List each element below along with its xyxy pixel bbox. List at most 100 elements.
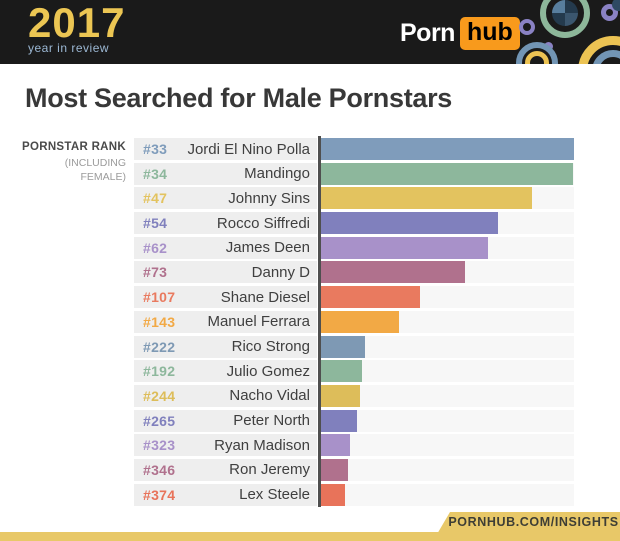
row-rank: #143 — [143, 313, 176, 330]
chart-row: #33 Jordi El Nino Polla — [0, 138, 620, 160]
row-bar-track — [321, 138, 574, 160]
row-label-band: #323 Ryan Madison — [134, 434, 317, 457]
row-name: Johnny Sins — [228, 189, 310, 207]
pornhub-logo-hub: hub — [459, 17, 520, 50]
chart-row: #244 Nacho Vidal — [0, 384, 620, 407]
axis-side-label: PORNSTAR RANK (INCLUDING FEMALE) — [0, 141, 126, 184]
row-bar — [321, 458, 348, 481]
ring-decoration — [525, 51, 549, 64]
row-rank: #374 — [143, 486, 176, 503]
row-rank: #33 — [143, 141, 168, 157]
row-label-band: #62 James Deen — [134, 236, 317, 259]
chart-row: #265 Peter North — [0, 409, 620, 432]
pornhub-logo: Porn hub — [400, 17, 520, 50]
year-in-review-logo: 2017 year in review — [28, 0, 126, 55]
dot-decoration — [612, 0, 620, 11]
row-rank: #62 — [143, 239, 168, 256]
row-label-band: #192 Julio Gomez — [134, 360, 317, 383]
row-bar — [321, 138, 574, 160]
pornhub-logo-porn: Porn — [400, 19, 455, 47]
row-bar — [321, 434, 350, 457]
row-bar-track — [321, 458, 574, 481]
row-label-band: #143 Manuel Ferrara — [134, 310, 317, 333]
row-bar-track — [321, 187, 574, 210]
chart-row: #47 Johnny Sins — [0, 187, 620, 210]
row-bar — [321, 286, 420, 309]
row-name: Mandingo — [244, 165, 310, 183]
row-rank: #323 — [143, 437, 176, 454]
row-bar-track — [321, 409, 574, 432]
row-bar — [321, 384, 360, 407]
logo-tagline-text: year in review — [28, 41, 110, 55]
row-bar — [321, 187, 532, 210]
row-label-band: #47 Johnny Sins — [134, 187, 317, 210]
ring-decoration — [601, 4, 618, 21]
row-label-band: #73 Danny D — [134, 261, 317, 284]
row-bar — [321, 212, 498, 235]
row-name: Rico Strong — [231, 338, 310, 355]
page-title: Most Searched for Male Pornstars — [25, 83, 453, 113]
row-bar-track — [321, 360, 574, 383]
chart-row: #323 Ryan Madison — [0, 434, 620, 457]
row-bar-track — [321, 335, 574, 358]
side-label-line1: PORNSTAR RANK — [22, 141, 126, 153]
row-rank: #346 — [143, 461, 176, 478]
side-label-line2: (INCLUDING FEMALE) — [64, 157, 126, 183]
row-bar-track — [321, 310, 574, 333]
chart-row: #62 James Deen — [0, 236, 620, 259]
row-label-band: #265 Peter North — [134, 409, 317, 432]
row-label-band: #107 Shane Diesel — [134, 286, 317, 309]
row-bar — [321, 236, 488, 259]
row-name: Lex Steele — [239, 486, 310, 504]
row-label-band: #244 Nacho Vidal — [134, 384, 317, 407]
row-name: Danny D — [251, 263, 310, 281]
row-name: Rocco Siffredi — [216, 214, 310, 232]
row-name: Ryan Madison — [214, 436, 310, 454]
chart-row: #107 Shane Diesel — [0, 286, 620, 309]
chart-row: #143 Manuel Ferrara — [0, 310, 620, 333]
ring-decoration — [519, 19, 535, 35]
row-bar-track — [321, 162, 574, 185]
row-rank: #34 — [143, 165, 168, 182]
row-bar — [321, 162, 573, 185]
chart-row: #346 Ron Jeremy — [0, 458, 620, 481]
row-bar-track — [321, 236, 574, 259]
row-rank: #265 — [143, 412, 176, 429]
chart-row: #222 Rico Strong — [0, 335, 620, 358]
row-name: Peter North — [233, 412, 310, 430]
row-bar-track — [321, 483, 574, 506]
row-label-band: #33 Jordi El Nino Polla — [134, 138, 317, 160]
row-rank: #244 — [143, 387, 176, 404]
row-name: Shane Diesel — [220, 288, 310, 306]
footer-url-text: PORNHUB.COM/INSIGHTS — [448, 515, 619, 529]
row-rank: #192 — [143, 363, 176, 380]
row-bar — [321, 409, 357, 432]
row-bar-track — [321, 286, 574, 309]
chart-rows: #33 Jordi El Nino Polla #34 Mandingo #47… — [0, 138, 620, 506]
row-label-band: #222 Rico Strong — [134, 335, 317, 358]
row-rank: #47 — [143, 190, 168, 207]
row-bar — [321, 483, 345, 506]
row-bar-track — [321, 261, 574, 284]
logo-year-text: 2017 — [28, 0, 126, 46]
pie-decoration — [552, 0, 578, 26]
row-label-band: #374 Lex Steele — [134, 483, 317, 506]
ring-decoration — [516, 42, 558, 64]
row-bar-track — [321, 384, 574, 407]
header-banner: 2017 year in review Porn hub — [0, 0, 620, 64]
row-bar-track — [321, 434, 574, 457]
chart-axis-line — [318, 136, 321, 507]
chart-row: #73 Danny D — [0, 261, 620, 284]
row-rank: #73 — [143, 264, 168, 281]
row-name: Manuel Ferrara — [207, 313, 310, 331]
row-bar — [321, 360, 362, 383]
row-rank: #54 — [143, 215, 168, 232]
row-name: James Deen — [225, 239, 310, 257]
footer-strip — [0, 532, 620, 541]
row-bar — [321, 335, 365, 358]
row-label-band: #346 Ron Jeremy — [134, 458, 317, 481]
row-rank: #222 — [143, 338, 176, 355]
row-label-band: #54 Rocco Siffredi — [134, 212, 317, 235]
row-name: Ron Jeremy — [229, 461, 310, 479]
